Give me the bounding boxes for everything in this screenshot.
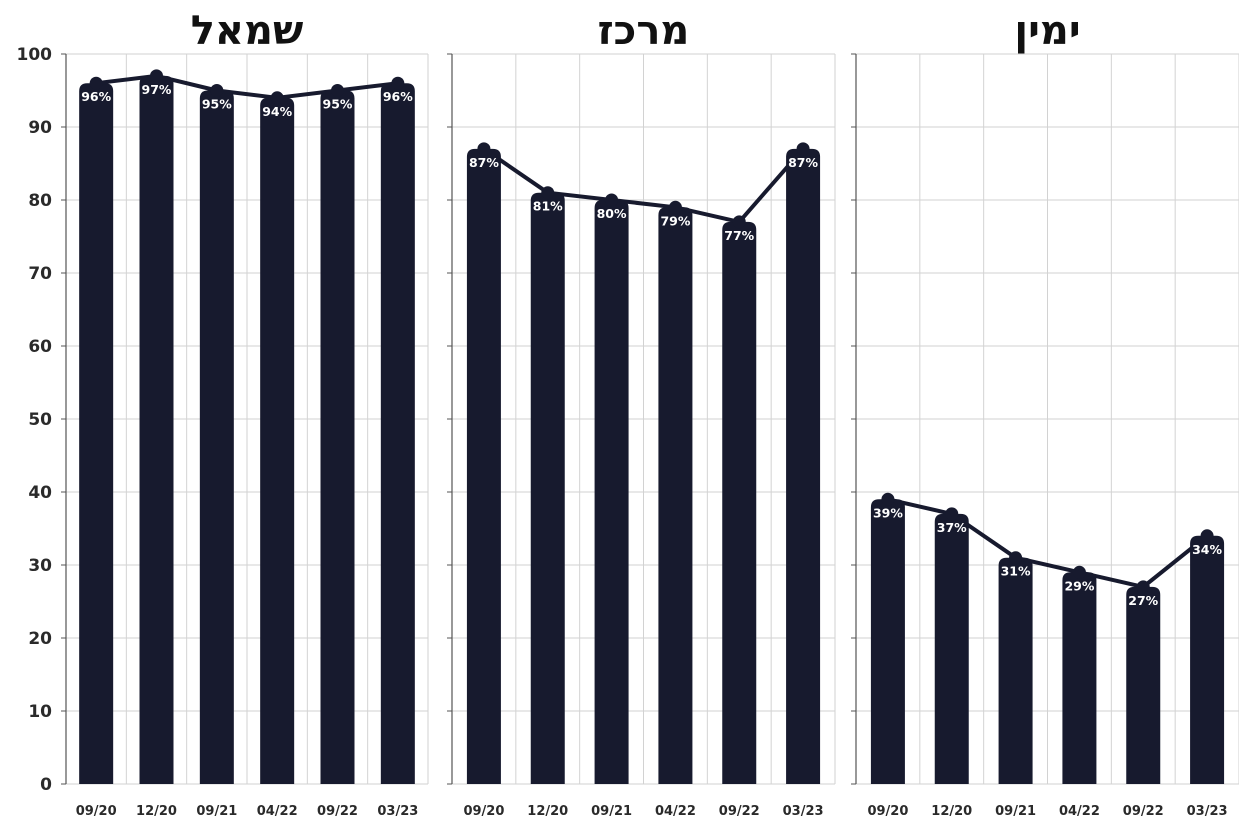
x-tick-label: 04/22 — [1059, 804, 1100, 819]
x-tick-label: 09/21 — [196, 804, 237, 819]
point-marker-2-1 — [945, 507, 959, 521]
x-tick-label: 09/20 — [463, 804, 504, 819]
bar-0-0 — [79, 83, 114, 784]
data-label: 81% — [533, 199, 563, 214]
bar-1-0 — [466, 148, 501, 784]
data-label: 29% — [1064, 578, 1094, 593]
bar-1-3 — [658, 207, 693, 785]
data-label: 79% — [660, 213, 690, 228]
bar-0-5 — [380, 83, 415, 784]
data-label: 97% — [142, 82, 172, 97]
y-tick-label: 40 — [28, 483, 52, 503]
bar-2-3 — [1062, 572, 1097, 784]
point-marker-1-5 — [796, 142, 810, 156]
x-tick-label: 09/22 — [317, 804, 358, 819]
x-tick-label: 04/22 — [655, 804, 696, 819]
y-tick-label: 60 — [28, 337, 52, 357]
x-tick-label: 12/20 — [931, 804, 972, 819]
point-marker-0-4 — [331, 84, 344, 97]
x-tick-label: 09/20 — [867, 804, 908, 819]
bar-1-4 — [722, 221, 757, 784]
point-marker-0-0 — [89, 76, 103, 90]
x-tick-label: 04/22 — [257, 804, 298, 819]
y-tick-label: 100 — [17, 45, 53, 65]
x-tick-label: 09/22 — [719, 804, 760, 819]
x-tick-label: 09/21 — [591, 804, 632, 819]
panel-title: ימין — [1014, 8, 1080, 54]
point-marker-1-4 — [732, 215, 746, 229]
point-marker-1-1 — [541, 186, 555, 200]
y-tick-label: 30 — [28, 556, 52, 576]
y-tick-label: 90 — [28, 118, 52, 138]
y-tick-label: 20 — [28, 629, 52, 649]
bar-0-3 — [260, 97, 295, 785]
y-tick-label: 0 — [40, 775, 52, 795]
point-marker-1-0 — [477, 142, 491, 156]
bar-0-1 — [139, 75, 174, 784]
x-tick-label: 03/23 — [1187, 804, 1228, 819]
data-label: 87% — [788, 155, 818, 170]
x-tick-label: 09/20 — [76, 804, 117, 819]
data-label: 95% — [323, 97, 353, 112]
point-marker-2-5 — [1200, 529, 1214, 543]
point-marker-2-0 — [881, 492, 895, 506]
bar-1-2 — [594, 200, 629, 784]
data-label: 77% — [724, 228, 754, 243]
bar-0-4 — [320, 90, 355, 784]
series-line-1 — [482, 147, 805, 224]
data-label: 31% — [1001, 564, 1031, 579]
point-marker-0-5 — [391, 76, 405, 90]
bar-2-0 — [870, 499, 905, 784]
bar-2-4 — [1126, 586, 1161, 784]
panel-title: מרכז — [598, 8, 690, 54]
data-label: 27% — [1128, 593, 1158, 608]
point-marker-0-2 — [210, 84, 224, 97]
y-tick-label: 80 — [28, 191, 52, 211]
x-tick-label: 03/23 — [377, 804, 418, 819]
data-label: 87% — [469, 155, 499, 170]
bar-2-5 — [1190, 535, 1225, 784]
y-tick-label: 70 — [28, 264, 52, 284]
data-label: 39% — [873, 505, 903, 520]
x-tick-label: 09/22 — [1123, 804, 1164, 819]
panel-title: שמאל — [191, 8, 304, 54]
data-label: 95% — [202, 97, 232, 112]
y-tick-label: 50 — [28, 410, 52, 430]
bar-2-2 — [998, 557, 1033, 784]
x-tick-label: 12/20 — [136, 804, 177, 819]
point-marker-1-2 — [605, 193, 619, 207]
point-marker-0-1 — [150, 69, 163, 83]
x-tick-label: 12/20 — [527, 804, 568, 819]
bar-1-5 — [786, 148, 821, 784]
data-label: 34% — [1192, 542, 1222, 557]
series-line-0 — [95, 73, 399, 100]
bar-2-1 — [934, 513, 969, 784]
point-marker-2-3 — [1072, 565, 1086, 579]
data-label: 96% — [383, 89, 413, 104]
point-marker-0-3 — [270, 91, 284, 105]
point-marker-2-4 — [1136, 580, 1150, 594]
data-label: 37% — [937, 520, 967, 535]
data-label: 96% — [81, 89, 111, 104]
x-tick-label: 03/23 — [783, 804, 824, 819]
data-label: 80% — [597, 206, 627, 221]
point-marker-2-2 — [1009, 551, 1023, 565]
bar-0-2 — [199, 90, 234, 784]
point-marker-1-3 — [668, 200, 682, 214]
data-label: 94% — [262, 104, 292, 119]
series-line-2 — [887, 497, 1209, 589]
y-tick-label: 10 — [28, 702, 52, 722]
x-tick-label: 09/21 — [995, 804, 1036, 819]
bar-1-1 — [530, 192, 565, 784]
